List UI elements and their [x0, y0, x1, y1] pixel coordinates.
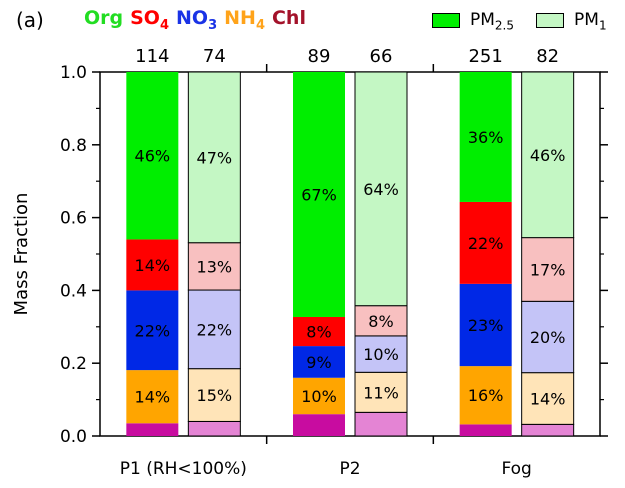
bar-data-label: 8%	[306, 323, 331, 342]
bar-data-label: 13%	[197, 257, 233, 276]
bar-data-label: 8%	[368, 312, 393, 331]
bar-segment	[293, 377, 345, 415]
bar-segment	[521, 300, 575, 374]
species-legend-item: SO4	[130, 7, 169, 33]
bar-total-label: 251	[468, 46, 502, 67]
bar-segment	[187, 420, 241, 437]
x-group-label: P2	[339, 459, 360, 479]
size-legend-swatch	[536, 12, 565, 28]
bar-data-label: 64%	[363, 180, 399, 199]
bar-data-label: 10%	[301, 387, 337, 406]
bar-segment	[187, 71, 241, 244]
bar-data-label: 46%	[530, 146, 566, 165]
species-legend-subscript: 3	[208, 17, 218, 33]
panel-label: (a)	[16, 8, 44, 32]
bar-total-label: 66	[370, 46, 393, 67]
bar-segment	[354, 71, 408, 307]
bar-segment	[293, 414, 345, 436]
bar-total-label: 114	[135, 46, 169, 67]
bar-segment	[459, 283, 512, 367]
bar-segment	[459, 72, 512, 202]
bar-segment	[126, 239, 179, 291]
bar-segment	[354, 305, 408, 337]
bar-segment	[126, 290, 179, 371]
size-legend-text: PM	[574, 10, 599, 30]
size-legend-swatch	[432, 12, 460, 28]
bar-segment	[187, 368, 241, 422]
bar-data-label: 20%	[530, 328, 566, 347]
bar-data-label: 22%	[135, 321, 171, 340]
bar-data-label: 9%	[306, 353, 331, 372]
x-group-label: P1 (RH<100%)	[120, 459, 247, 479]
species-legend-text: NH	[224, 7, 256, 29]
bar-segment	[521, 372, 575, 425]
species-legend-text: Chl	[271, 7, 306, 29]
size-legend-subscript: 2.5	[494, 18, 515, 33]
bar-total-label: 82	[536, 46, 559, 67]
bar-segment	[521, 423, 575, 437]
y-tick-label: 0.2	[60, 354, 87, 374]
species-legend-subscript: 4	[255, 17, 265, 33]
y-tick-label: 0.8	[60, 136, 87, 156]
bar-data-label: 11%	[363, 383, 399, 402]
species-legend-item: NO3	[176, 7, 217, 33]
bar-segment	[293, 72, 345, 317]
bar-segment	[459, 201, 512, 284]
bar-segment	[126, 72, 179, 240]
bar-segment	[126, 423, 179, 436]
bar-segment	[293, 316, 345, 347]
x-group-label: Fog	[501, 459, 531, 479]
bar-data-label: 16%	[468, 386, 504, 405]
y-tick-label: 0.6	[60, 209, 87, 229]
size-legend-subscript: 1	[598, 18, 607, 33]
y-tick-label: 0.4	[60, 281, 87, 301]
bar-data-label: 15%	[197, 386, 233, 405]
bar-data-label: 46%	[135, 147, 171, 166]
size-legend-text: PM	[470, 10, 495, 30]
bar-segment	[459, 424, 512, 436]
bar-segment	[354, 371, 408, 413]
y-tick-label: 1.0	[60, 63, 87, 83]
bar-segment	[126, 370, 179, 424]
species-legend-text: SO	[130, 7, 160, 29]
species-legend-subscript: 4	[159, 17, 170, 33]
species-legend-item: Org	[84, 7, 123, 29]
bar-data-label: 67%	[301, 185, 337, 204]
bar-segment	[187, 242, 241, 291]
bar-data-label: 23%	[468, 316, 504, 335]
size-legend-item: PM2.5	[432, 10, 515, 33]
species-legend-text: NO	[176, 7, 209, 29]
bar-segment	[521, 71, 575, 239]
bar-data-label: 17%	[530, 260, 566, 279]
species-legend-item: Chl	[272, 7, 306, 29]
bar-segment	[521, 237, 575, 302]
bar-total-label: 89	[308, 46, 331, 67]
species-legend-text: Org	[84, 7, 124, 29]
bar-data-label: 14%	[530, 390, 566, 409]
y-tick-label: 0.0	[60, 427, 87, 447]
bar-data-label: 47%	[197, 148, 233, 167]
bar-segment	[459, 366, 512, 425]
size-legend: PM2.5 PM1	[432, 10, 607, 32]
bar-data-label: 14%	[135, 388, 171, 407]
bar-data-label: 36%	[468, 128, 504, 147]
species-legend-item: NH4	[224, 7, 265, 33]
bar-data-label: 22%	[197, 320, 233, 339]
bar-segment	[354, 411, 408, 437]
y-axis-label: Mass Fraction	[11, 193, 32, 316]
bar-data-label: 10%	[363, 345, 399, 364]
bar-data-label: 14%	[135, 256, 171, 275]
size-legend-item: PM1	[536, 10, 607, 33]
bar-segment	[293, 346, 345, 378]
bar-data-label: 22%	[468, 234, 504, 253]
species-legend: Org SO4 NO3 NH4 Chl	[84, 7, 313, 33]
bar-total-label: 74	[203, 46, 226, 67]
